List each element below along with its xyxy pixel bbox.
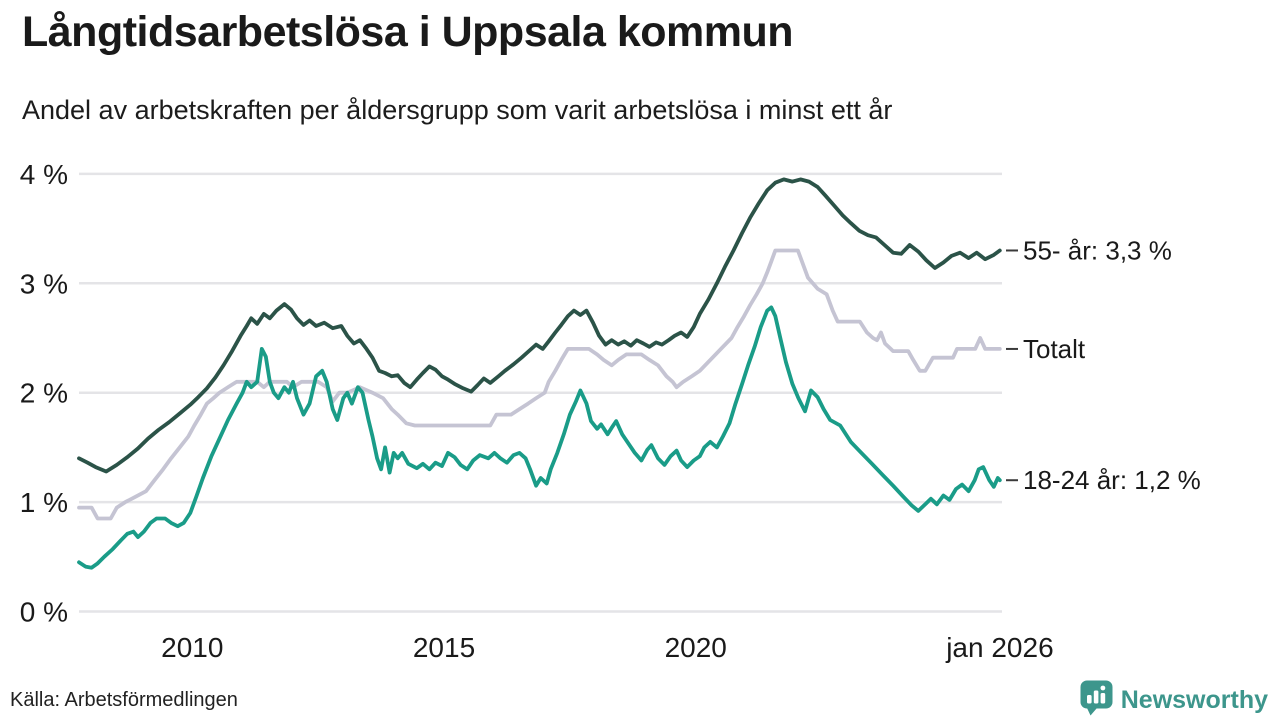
series-label-age55: 55- år: 3,3 % [1023, 235, 1172, 265]
x-axis-tick-label: 2015 [413, 632, 475, 663]
x-axis-tick-label: 2020 [665, 632, 727, 663]
page-title: Långtidsarbetslösa i Uppsala kommun [22, 8, 794, 56]
newsworthy-brand: Newsworthy [1080, 680, 1268, 720]
y-axis-tick-label: 0 % [20, 597, 68, 628]
y-axis-tick-label: 2 % [20, 378, 68, 409]
series-label-total: Totalt [1023, 334, 1086, 364]
unemployment-line-chart: 0 % 1 % 2 % 3 % 4 % 2010 2015 2020 jan 2026 Total… [20, 159, 1201, 663]
series-line-age1824 [77, 305, 1002, 570]
series-line-total [77, 248, 1002, 521]
chart-subtitle: Andel av arbetskraften per åldersgrupp s… [22, 95, 893, 125]
source-note: Källa: Arbetsförmedlingen [10, 689, 238, 711]
y-axis-tick-label: 1 % [20, 487, 68, 518]
series-line-age55 [77, 177, 1002, 474]
brand-name: Newsworthy [1120, 686, 1268, 714]
x-axis-tick-label: jan 2026 [945, 632, 1053, 663]
series-label-age1824: 18-24 år: 1,2 % [1023, 465, 1201, 495]
x-axis-tick-label: 2010 [161, 632, 223, 663]
y-axis-tick-label: 3 % [20, 268, 68, 299]
y-axis-tick-label: 4 % [20, 159, 68, 190]
newsworthy-logo-icon [1080, 680, 1113, 720]
